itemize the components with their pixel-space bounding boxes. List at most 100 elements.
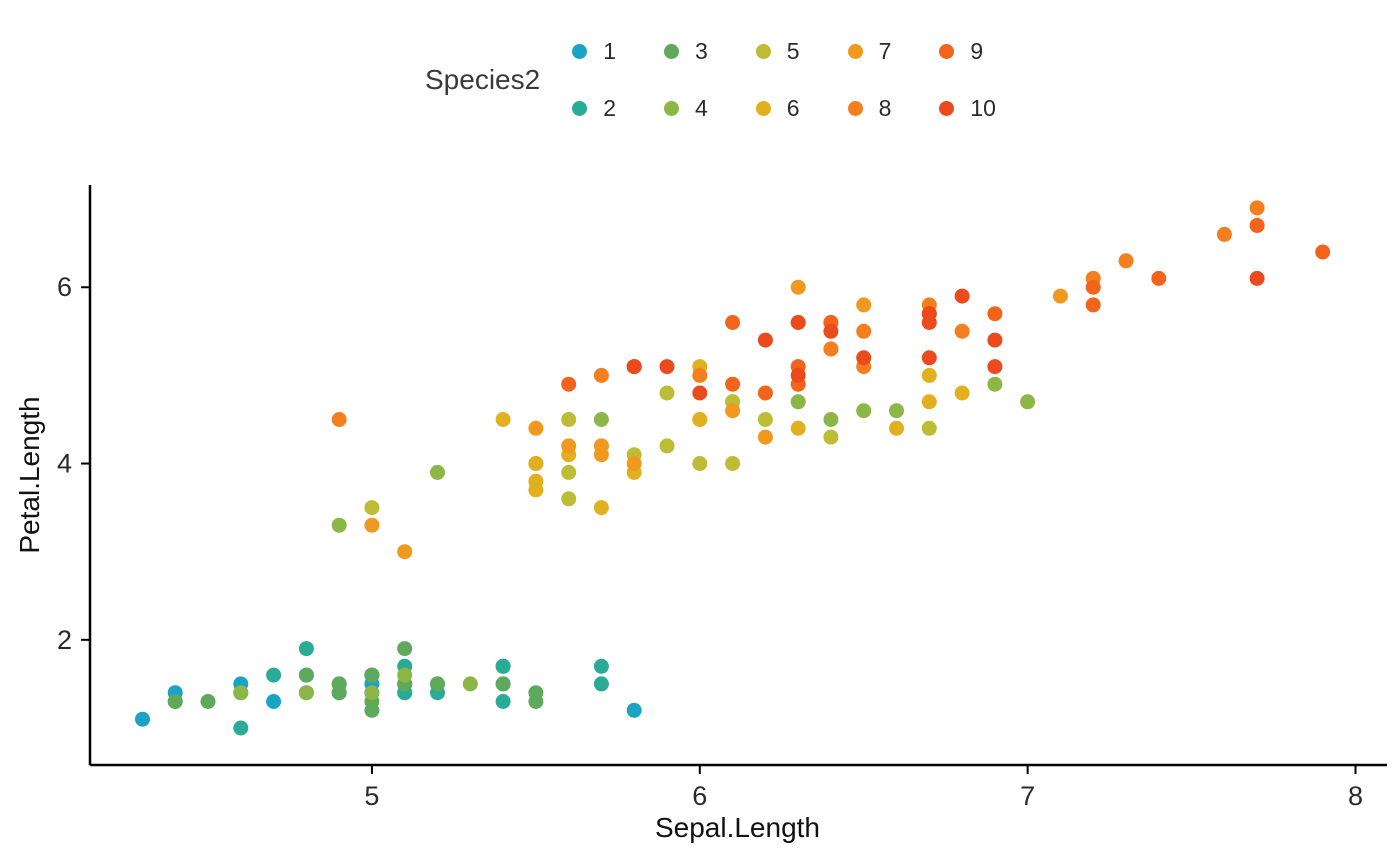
data-point <box>692 456 708 471</box>
y-axis-title: Petal.Length <box>14 396 45 554</box>
data-point <box>921 350 937 366</box>
legend-item: 8 <box>847 95 891 122</box>
legend-key-dot <box>663 101 679 116</box>
legend-item-label: 1 <box>603 38 616 64</box>
x-tick-label: 7 <box>1020 781 1035 811</box>
data-point <box>495 412 511 427</box>
data-point <box>528 456 544 471</box>
data-point <box>495 676 511 692</box>
data-point <box>954 323 970 339</box>
data-point <box>167 694 183 709</box>
data-point <box>593 658 609 674</box>
data-point <box>889 420 904 436</box>
legend-key-dot <box>572 44 588 59</box>
data-point <box>1085 297 1101 313</box>
data-point <box>757 385 773 401</box>
data-point <box>659 359 675 375</box>
legend-items: 1 2 3 4 5 6 7 8 9 10 <box>572 38 996 122</box>
data-point <box>1249 218 1265 233</box>
data-point <box>298 641 314 657</box>
data-point <box>823 412 839 427</box>
data-point <box>790 315 806 330</box>
data-point <box>364 685 380 701</box>
data-point <box>528 694 544 709</box>
legend-key-dot <box>847 44 863 59</box>
data-point <box>298 667 314 683</box>
data-point <box>331 412 347 427</box>
data-point <box>921 394 937 410</box>
data-point <box>823 323 839 339</box>
data-point <box>659 438 675 454</box>
y-tick-label: 2 <box>57 625 72 655</box>
data-point <box>593 676 609 692</box>
legend-key-dot <box>755 101 771 116</box>
data-point <box>200 694 216 709</box>
data-point <box>1249 270 1265 286</box>
data-point <box>889 403 904 419</box>
data-point <box>593 412 609 427</box>
data-point <box>692 385 708 401</box>
data-point <box>495 694 511 709</box>
data-point <box>790 420 806 436</box>
legend-key-dot <box>755 44 771 59</box>
data-point <box>561 464 577 480</box>
legend-item-label: 10 <box>970 95 996 121</box>
legend-item: 5 <box>755 38 800 65</box>
data-point <box>364 667 380 683</box>
y-tick-label: 6 <box>57 272 72 302</box>
data-point <box>364 517 380 533</box>
data-point <box>495 658 511 674</box>
data-point <box>593 447 609 463</box>
data-point <box>692 412 708 427</box>
data-point <box>233 685 249 701</box>
legend-item: 4 <box>663 95 708 122</box>
data-point <box>757 429 773 445</box>
data-point <box>757 412 773 427</box>
data-point <box>528 420 544 436</box>
data-point <box>397 667 413 683</box>
data-point <box>593 500 609 516</box>
x-tick-label: 6 <box>692 781 707 811</box>
legend-key-dot <box>847 101 863 116</box>
legend-item-label: 9 <box>970 38 984 64</box>
data-point <box>593 367 609 383</box>
data-point <box>856 323 872 339</box>
data-point <box>921 367 937 383</box>
data-point <box>462 676 478 692</box>
data-point <box>954 385 970 401</box>
data-point <box>266 694 282 709</box>
data-point <box>298 685 314 701</box>
legend-item-label: 5 <box>786 38 800 64</box>
legend-key-dot <box>572 101 588 116</box>
legend-item: 10 <box>939 95 996 122</box>
data-point <box>561 412 577 427</box>
data-point <box>725 376 741 392</box>
legend-item-label: 4 <box>694 95 708 121</box>
data-point <box>790 394 806 410</box>
data-point <box>331 517 347 533</box>
data-point <box>626 359 642 375</box>
data-point <box>528 482 544 498</box>
data-point <box>1020 394 1036 410</box>
data-point <box>725 456 741 471</box>
data-point <box>790 279 806 295</box>
data-point <box>561 438 577 454</box>
data-point <box>397 641 413 657</box>
data-point <box>561 491 577 507</box>
data-point <box>987 359 1003 375</box>
legend-item-label: 6 <box>786 95 800 121</box>
legend-item: 2 <box>572 95 616 122</box>
y-tick-label: 4 <box>57 449 72 479</box>
data-point <box>626 702 642 718</box>
data-point <box>987 332 1003 348</box>
data-point <box>856 403 872 419</box>
legend-item-label: 3 <box>694 38 708 64</box>
legend-key-dot <box>939 44 955 59</box>
data-point <box>823 341 839 357</box>
data-point <box>921 306 937 322</box>
data-point <box>266 667 282 683</box>
data-point <box>1151 270 1167 286</box>
legend: Species2 1 2 3 4 5 6 7 8 9 10 <box>425 38 996 122</box>
data-point <box>954 288 970 304</box>
data-point <box>626 456 642 471</box>
